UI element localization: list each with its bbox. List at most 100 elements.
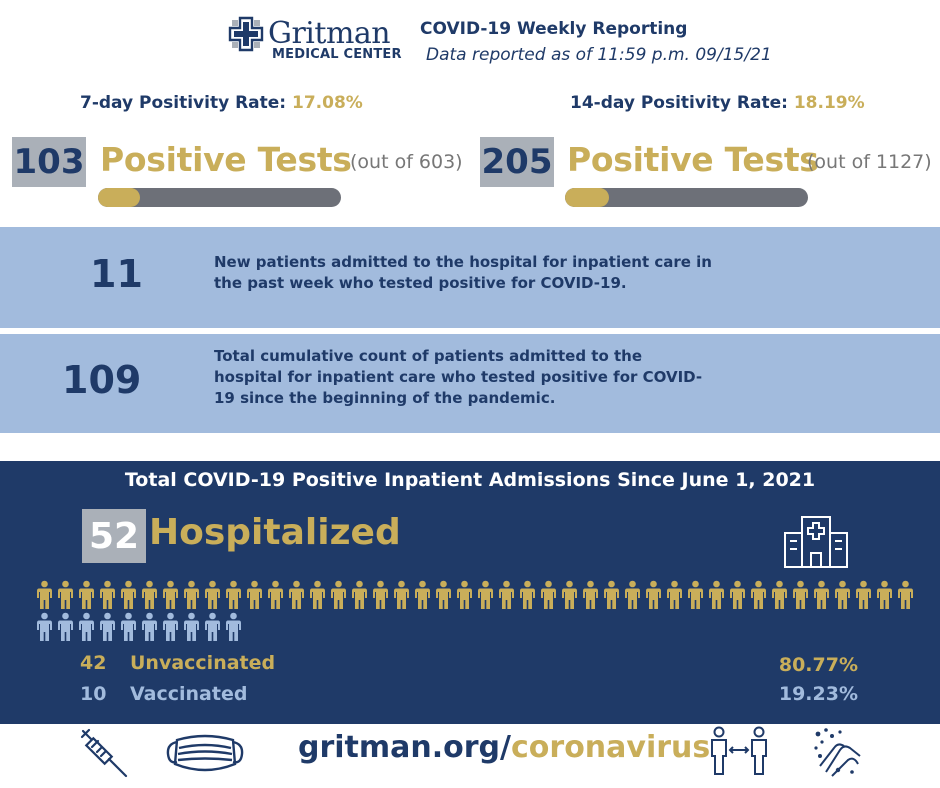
social-distance-icon bbox=[711, 726, 767, 775]
person-icon bbox=[121, 580, 136, 609]
person-icon bbox=[226, 580, 241, 609]
weekly-admissions-panel: 11 New patients admitted to the hospital… bbox=[0, 227, 940, 328]
person-icon bbox=[835, 580, 850, 609]
person-icon bbox=[58, 612, 73, 641]
weekly-admissions-description: New patients admitted to the hospital fo… bbox=[214, 253, 712, 292]
person-icon bbox=[79, 612, 94, 641]
person-icon bbox=[688, 580, 703, 609]
seven-day-positive-count: 103 bbox=[12, 137, 86, 187]
person-icon bbox=[121, 612, 136, 641]
website-path: coronavirus bbox=[511, 730, 711, 765]
person-icon bbox=[37, 612, 52, 641]
person-icon bbox=[667, 580, 682, 609]
syringe-icon bbox=[80, 728, 128, 778]
header: Gritman MEDICAL CENTER COVID-19 Weekly R… bbox=[0, 0, 940, 80]
person-icon bbox=[352, 580, 367, 609]
gritman-logo: Gritman MEDICAL CENTER bbox=[228, 16, 408, 66]
website-link[interactable]: gritman.org/coronavirus bbox=[298, 730, 710, 765]
hospital-cross-icon bbox=[228, 16, 264, 52]
vaccinated-percent: 19.23% bbox=[778, 683, 858, 705]
vaccinated-people-row bbox=[34, 612, 244, 642]
logo-name: Gritman bbox=[268, 16, 391, 51]
person-icon bbox=[625, 580, 640, 609]
seven-day-rate-value: 17.08% bbox=[292, 93, 363, 113]
person-icon bbox=[373, 580, 388, 609]
person-icon bbox=[856, 580, 871, 609]
fourteen-day-rate-label: 14-day Positivity Rate: bbox=[570, 93, 788, 113]
vaccinated-legend: 10 Vaccinated bbox=[80, 683, 247, 705]
person-icon bbox=[100, 580, 115, 609]
person-icon bbox=[877, 580, 892, 609]
person-icon bbox=[541, 580, 556, 609]
person-icon bbox=[37, 580, 52, 609]
unvaccinated-count: 42 bbox=[80, 652, 107, 674]
cumulative-admissions-panel: 109 Total cumulative count of patients a… bbox=[0, 334, 940, 433]
seven-day-positive-label: Positive Tests bbox=[100, 140, 352, 179]
person-icon bbox=[751, 580, 766, 609]
person-icon bbox=[499, 580, 514, 609]
person-icon bbox=[268, 580, 283, 609]
person-icon bbox=[583, 580, 598, 609]
person-icon bbox=[478, 580, 493, 609]
admissions-since-june-panel: Total COVID-19 Positive Inpatient Admiss… bbox=[0, 461, 940, 724]
person-icon bbox=[163, 612, 178, 641]
person-icon bbox=[205, 612, 220, 641]
seven-day-rate-label: 7-day Positivity Rate: bbox=[80, 93, 287, 113]
weekly-admissions-count: 11 bbox=[90, 252, 143, 296]
person-icon bbox=[646, 580, 661, 609]
person-icon bbox=[79, 580, 94, 609]
face-mask-icon bbox=[166, 734, 244, 772]
person-icon bbox=[142, 580, 157, 609]
person-icon bbox=[709, 580, 724, 609]
admissions-since-june-title: Total COVID-19 Positive Inpatient Admiss… bbox=[124, 469, 816, 491]
hospital-building-icon bbox=[784, 516, 848, 568]
person-icon bbox=[226, 612, 241, 641]
person-icon bbox=[163, 580, 178, 609]
person-icon bbox=[289, 580, 304, 609]
unvaccinated-people-row bbox=[34, 580, 916, 610]
vaccinated-label: Vaccinated bbox=[130, 683, 248, 705]
person-icon bbox=[58, 580, 73, 609]
person-icon bbox=[772, 580, 787, 609]
person-icon bbox=[793, 580, 808, 609]
person-icon bbox=[100, 612, 115, 641]
person-icon bbox=[457, 580, 472, 609]
hand-washing-icon bbox=[814, 728, 861, 777]
person-icon bbox=[184, 612, 199, 641]
vaccinated-count: 10 bbox=[80, 683, 107, 705]
person-icon bbox=[814, 580, 829, 609]
person-icon bbox=[415, 580, 430, 609]
unvaccinated-label: Unvaccinated bbox=[130, 652, 276, 674]
fourteen-day-positive-label: Positive Tests bbox=[567, 140, 819, 179]
hospitalized-count: 52 bbox=[82, 509, 146, 563]
report-title: COVID-19 Weekly Reporting bbox=[420, 19, 688, 39]
footer: gritman.org/coronavirus bbox=[0, 724, 940, 788]
cumulative-admissions-description: Total cumulative count of patients admit… bbox=[214, 347, 703, 407]
seven-day-progress-bar bbox=[98, 188, 341, 207]
logo-subtitle: MEDICAL CENTER bbox=[272, 47, 402, 62]
person-icon bbox=[898, 580, 913, 609]
person-icon bbox=[205, 580, 220, 609]
person-icon bbox=[604, 580, 619, 609]
cumulative-admissions-count: 109 bbox=[62, 358, 142, 402]
unvaccinated-percent: 80.77% bbox=[778, 654, 858, 676]
seven-day-rate: 7-day Positivity Rate: 17.08% bbox=[80, 93, 363, 113]
fourteen-day-total-tests: (out of 1127) bbox=[807, 151, 932, 173]
person-icon bbox=[247, 580, 262, 609]
person-icon bbox=[394, 580, 409, 609]
seven-day-total-tests: (out of 603) bbox=[350, 151, 463, 173]
fourteen-day-positive-count: 205 bbox=[480, 137, 554, 187]
hospitalized-label: Hospitalized bbox=[149, 512, 401, 553]
fourteen-day-progress-fill bbox=[565, 188, 610, 207]
seven-day-progress-fill bbox=[98, 188, 140, 207]
website-domain: gritman.org/ bbox=[298, 730, 511, 765]
person-icon bbox=[520, 580, 535, 609]
fourteen-day-rate: 14-day Positivity Rate: 18.19% bbox=[570, 93, 865, 113]
person-icon bbox=[142, 612, 157, 641]
person-icon bbox=[730, 580, 745, 609]
fourteen-day-progress-bar bbox=[565, 188, 808, 207]
person-icon bbox=[562, 580, 577, 609]
person-icon bbox=[184, 580, 199, 609]
person-icon bbox=[331, 580, 346, 609]
report-date: Data reported as of 11:59 p.m. 09/15/21 bbox=[426, 45, 772, 65]
